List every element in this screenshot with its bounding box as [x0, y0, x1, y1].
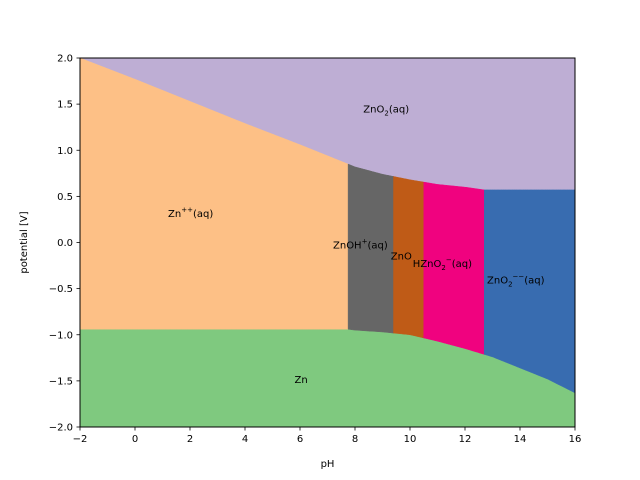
y-tick-label: −0.5: [49, 284, 73, 295]
y-tick-label: 1.5: [57, 100, 73, 111]
y-tick-label: 2.0: [57, 54, 73, 65]
x-tick-label: 2: [187, 434, 193, 445]
x-tick-label: 16: [569, 434, 582, 445]
x-tick-label: −2: [73, 434, 88, 445]
label-zno: ZnO: [391, 251, 412, 262]
y-tick-label: −1.0: [49, 330, 73, 341]
y-tick-label: 0.0: [57, 238, 73, 249]
y-axis-label: potential [V]: [19, 211, 30, 273]
x-tick-label: 6: [297, 434, 303, 445]
x-axis-label: pH: [321, 459, 335, 470]
label-zn: Zn: [295, 375, 308, 386]
label-znoh-aq-: ZnOH+(aq): [333, 237, 388, 251]
x-axis-ticks: −2 0 2 4 6 8 10 12 14 16: [73, 427, 582, 445]
x-tick-label: 8: [352, 434, 358, 445]
y-tick-label: −1.5: [49, 376, 73, 387]
label-zno2-aq-: ZnO2(aq): [363, 105, 409, 118]
y-axis-ticks: −2.0 −1.5 −1.0 −0.5 0.0 0.5 1.0 1.5 2.0: [49, 54, 80, 434]
x-tick-label: 14: [514, 434, 527, 445]
y-tick-label: −2.0: [49, 423, 73, 434]
x-tick-label: 12: [459, 434, 472, 445]
x-tick-label: 10: [404, 434, 417, 445]
label-zno2-aq-: ZnO2−−(aq): [487, 272, 545, 288]
x-tick-label: 0: [132, 434, 138, 445]
y-tick-label: 1.0: [57, 146, 73, 157]
y-tick-label: 0.5: [57, 192, 73, 203]
label-zn-aq-: Zn++(aq): [168, 206, 213, 220]
plot-area: [79, 57, 576, 428]
label-hzno2-aq-: HZnO2−(aq): [413, 256, 472, 272]
x-tick-label: 4: [242, 434, 248, 445]
